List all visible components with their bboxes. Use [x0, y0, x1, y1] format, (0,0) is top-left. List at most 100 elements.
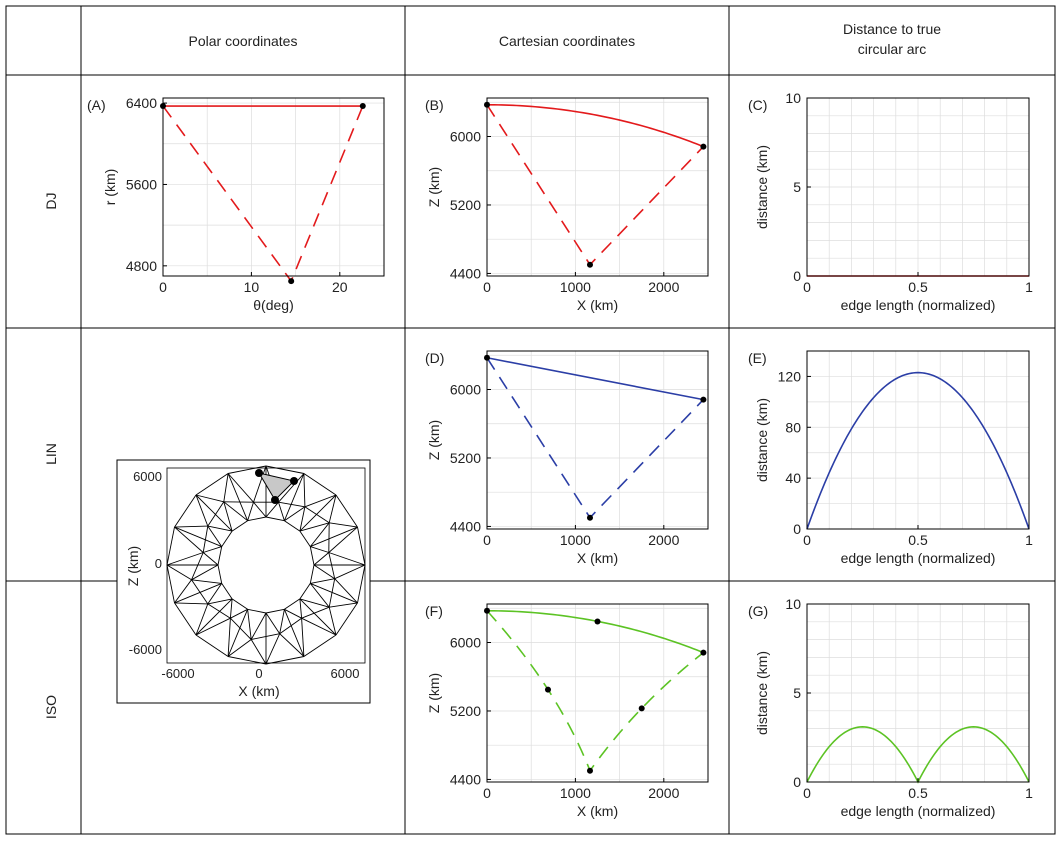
mesh-edge: [299, 598, 330, 608]
mesh-edge: [221, 583, 233, 600]
mesh-edge: [227, 618, 231, 657]
x-tick-label: 1000: [560, 785, 591, 801]
x-tick-label: 1: [1025, 532, 1033, 548]
mesh-edge: [303, 634, 337, 657]
y-axis-label: distance (km): [754, 398, 770, 482]
mesh-edge: [191, 552, 204, 580]
mesh-edge: [328, 578, 336, 608]
y-tick-label: 5200: [450, 450, 481, 466]
mesh-edge: [309, 522, 330, 547]
mesh-edge: [328, 494, 337, 523]
plot-frame: [486, 350, 709, 530]
y-tick-label: 4800: [126, 258, 157, 274]
mesh-xlabel: X (km): [238, 683, 279, 699]
x-tick-label: 1: [1025, 279, 1033, 295]
mesh-edge: [223, 473, 229, 502]
mesh-edge: [299, 598, 303, 619]
mesh-edge: [229, 598, 233, 619]
mesh-edge: [174, 602, 197, 636]
mesh-triangles: [166, 465, 366, 665]
y-axis-label: distance (km): [754, 651, 770, 735]
mesh-edge: [335, 494, 358, 528]
mesh-ytick: -6000: [129, 642, 162, 657]
mesh-edge: [227, 473, 254, 503]
mesh-edge: [303, 473, 337, 496]
data-point: [700, 649, 707, 656]
mesh-edge: [265, 608, 285, 614]
mesh-edge: [335, 602, 358, 636]
mesh-edge: [174, 525, 208, 528]
y-tick-label: 4400: [450, 518, 481, 534]
mesh-edge: [299, 522, 330, 532]
mesh-edge: [166, 527, 175, 566]
mesh-edge: [309, 546, 315, 566]
data-point: [586, 767, 593, 774]
grid: [806, 97, 1030, 277]
y-tick-label: 5: [793, 685, 801, 701]
mesh-edge: [328, 526, 358, 553]
mesh-edge: [313, 564, 335, 580]
mesh-edge: [227, 609, 249, 657]
mesh-edge: [279, 617, 302, 635]
mesh-edge: [299, 530, 311, 547]
y-tick-label: 10: [785, 90, 801, 106]
x-axis-label: X (km): [577, 550, 618, 566]
mesh-edge: [223, 501, 248, 522]
x-tick-label: 0: [803, 785, 811, 801]
mesh-edge: [231, 520, 248, 532]
row-label-lin: LIN: [43, 443, 59, 465]
mesh-edge: [191, 579, 209, 605]
mesh-edge: [202, 526, 209, 553]
y-tick-label: 6000: [450, 129, 481, 145]
x-tick-label: 1000: [560, 279, 591, 295]
panel-label: (B): [425, 97, 444, 113]
mesh-edge: [279, 633, 305, 657]
y-tick-label: 0: [793, 774, 801, 790]
mesh-edge: [174, 579, 192, 604]
mesh-edge: [303, 473, 306, 507]
mesh-ytick: 6000: [133, 469, 162, 484]
data-point: [359, 103, 366, 110]
data-point: [638, 705, 645, 712]
panel-label: (A): [87, 97, 106, 113]
mesh-ylabel: Z (km): [125, 546, 141, 586]
mesh-edge: [278, 502, 285, 521]
mesh-edge: [299, 494, 337, 532]
y-tick-label: 80: [785, 419, 801, 435]
mesh-edge: [247, 502, 254, 521]
mesh-edge: [251, 633, 280, 640]
mesh-edge: [309, 583, 330, 608]
mesh-edge: [253, 465, 267, 503]
x-axis-label: X (km): [577, 297, 618, 313]
mesh-edge: [227, 639, 252, 657]
mesh-edge: [195, 603, 209, 636]
y-tick-label: 5200: [450, 197, 481, 213]
mesh-edge: [174, 494, 197, 528]
mesh-edge: [217, 546, 223, 566]
mesh-edge: [301, 618, 305, 657]
data-point: [700, 143, 707, 150]
mesh-edge: [301, 606, 330, 619]
mesh-edge: [250, 612, 267, 640]
x-tick-label: 0: [483, 279, 491, 295]
mesh-edge: [278, 473, 305, 503]
y-tick-label: 6000: [450, 382, 481, 398]
x-tick-label: 1000: [560, 532, 591, 548]
grid: [806, 350, 1030, 530]
grid: [486, 98, 709, 276]
mesh-edge: [230, 608, 248, 619]
header-distance-line2: circular arc: [858, 41, 926, 57]
plot-frame: [486, 97, 709, 277]
x-axis-label: X (km): [577, 803, 618, 819]
x-tick-label: 0: [803, 532, 811, 548]
mesh-edge: [334, 564, 366, 580]
mesh-ytick: 0: [155, 556, 162, 571]
panel-a: 0 10 20 4800 5600 6400 θ(deg) r (km) (A): [87, 95, 385, 313]
y-tick-label: 6400: [126, 95, 157, 111]
mesh-edge: [166, 564, 175, 603]
mesh-node: [271, 496, 279, 504]
x-tick-label: 0.5: [908, 279, 928, 295]
x-axis-label: θ(deg): [253, 297, 293, 313]
